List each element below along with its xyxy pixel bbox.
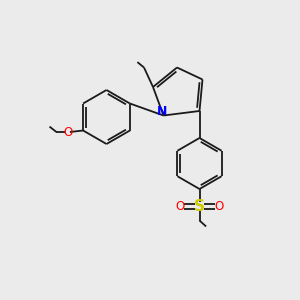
Text: O: O	[215, 200, 224, 213]
Text: N: N	[157, 105, 167, 119]
Text: S: S	[194, 199, 205, 214]
Text: O: O	[175, 200, 184, 213]
Text: O: O	[63, 125, 72, 139]
